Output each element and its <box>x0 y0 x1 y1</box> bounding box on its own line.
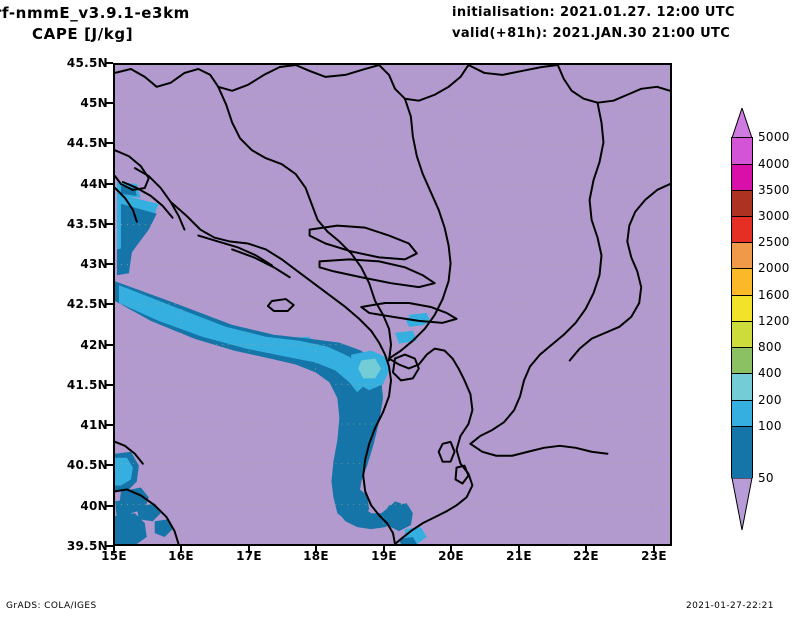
xtick-mark <box>248 546 250 553</box>
xtick-mark <box>450 546 452 553</box>
ytick-label: 43.5N <box>66 217 108 231</box>
colorbar-label: 2500 <box>758 235 790 249</box>
colorbar-cell-800 <box>732 348 752 374</box>
model-title: rf-nmmE_v3.9.1-e3km <box>0 4 190 22</box>
ytick-mark <box>106 142 113 144</box>
colorbar-label: 400 <box>758 366 782 380</box>
header-right: initialisation: 2021.01.27. 12:00 UTC va… <box>452 4 792 48</box>
xtick-mark <box>113 546 115 553</box>
xtick-mark <box>315 546 317 553</box>
colorbar-cell-2000 <box>732 269 752 296</box>
cape-field-canvas <box>115 65 670 544</box>
ytick-mark <box>106 183 113 185</box>
colorbar-cell-2500 <box>732 243 752 269</box>
colorbar-cell-1600 <box>732 296 752 322</box>
colorbar-label: 1200 <box>758 314 790 328</box>
render-timestamp: 2021-01-27-22:21 <box>686 601 774 611</box>
colorbar-body <box>731 137 753 479</box>
colorbar-cell-1200 <box>732 322 752 348</box>
xtick-mark <box>585 546 587 553</box>
ytick-label: 44.5N <box>66 136 108 150</box>
ytick-mark <box>106 263 113 265</box>
colorbar-cell-100 <box>732 427 752 479</box>
ytick-label: 44N <box>80 177 108 191</box>
colorbar-cell-3500 <box>732 191 752 217</box>
colorbar-label: 5000 <box>758 130 790 144</box>
ytick-mark <box>106 102 113 104</box>
colorbar-cell-400 <box>732 374 752 401</box>
ytick-label: 45N <box>80 96 108 110</box>
colorbar-label: 3500 <box>758 183 790 197</box>
ytick-label: 42.5N <box>66 297 108 311</box>
cape-shading <box>115 182 431 544</box>
initialisation-time: initialisation: 2021.01.27. 12:00 UTC <box>452 5 735 20</box>
lat-lon-grid <box>115 65 670 544</box>
ytick-mark <box>106 424 113 426</box>
xtick-label: 18E <box>303 549 329 563</box>
ytick-mark <box>106 384 113 386</box>
colorbar-cell-4000 <box>732 165 752 191</box>
colorbar-label: 100 <box>758 419 782 433</box>
coastline-borders <box>115 65 670 544</box>
xtick-mark <box>180 546 182 553</box>
colorbar-cell-3000 <box>732 217 752 243</box>
colorbar-label: 3000 <box>758 209 790 223</box>
xtick-label: 17E <box>236 549 262 563</box>
variable-title: CAPE [J/kg] <box>32 25 134 43</box>
colorbar-label: 800 <box>758 340 782 354</box>
ytick-mark <box>106 545 113 547</box>
ytick-label: 45.5N <box>66 56 108 70</box>
xtick-label: 23E <box>641 549 667 563</box>
ytick-mark <box>106 303 113 305</box>
ytick-mark <box>106 344 113 346</box>
xtick-mark <box>653 546 655 553</box>
xtick-mark <box>518 546 520 553</box>
colorbar-label: 200 <box>758 393 782 407</box>
ytick-mark <box>106 223 113 225</box>
xtick-label: 19E <box>371 549 397 563</box>
header-left: rf-nmmE_v3.9.1-e3km CAPE [J/kg] <box>0 4 400 48</box>
xtick-label: 20E <box>438 549 464 563</box>
colorbar-cell-200 <box>732 401 752 427</box>
ytick-label: 41.5N <box>66 378 108 392</box>
xtick-label: 15E <box>101 549 127 563</box>
colorbar-label: 1600 <box>758 288 790 302</box>
colorbar-label: 4000 <box>758 157 790 171</box>
colorbar-cell-5000 <box>732 138 752 165</box>
colorbar-label: 2000 <box>758 261 790 275</box>
colorbar-label: 50 <box>758 471 774 485</box>
grads-credit: GrADS: COLA/IGES <box>6 601 97 611</box>
ytick-label: 39.5N <box>66 539 108 553</box>
xtick-label: 16E <box>168 549 194 563</box>
ytick-label: 43N <box>80 257 108 271</box>
ytick-label: 41N <box>80 418 108 432</box>
colorbar-under-arrow <box>731 478 753 530</box>
ytick-mark <box>106 464 113 466</box>
valid-time: valid(+81h): 2021.JAN.30 21:00 UTC <box>452 26 731 41</box>
ytick-mark <box>106 62 113 64</box>
map-plot-area <box>113 63 672 546</box>
xtick-label: 21E <box>506 549 532 563</box>
xtick-mark <box>383 546 385 553</box>
ytick-label: 40.5N <box>66 458 108 472</box>
ytick-label: 42N <box>80 338 108 352</box>
colorbar: 5000 4000 3500 3000 2500 2000 1600 1200 … <box>731 108 789 531</box>
ytick-label: 40N <box>80 499 108 513</box>
ytick-mark <box>106 505 113 507</box>
xtick-label: 22E <box>573 549 599 563</box>
colorbar-over-arrow <box>731 108 753 138</box>
